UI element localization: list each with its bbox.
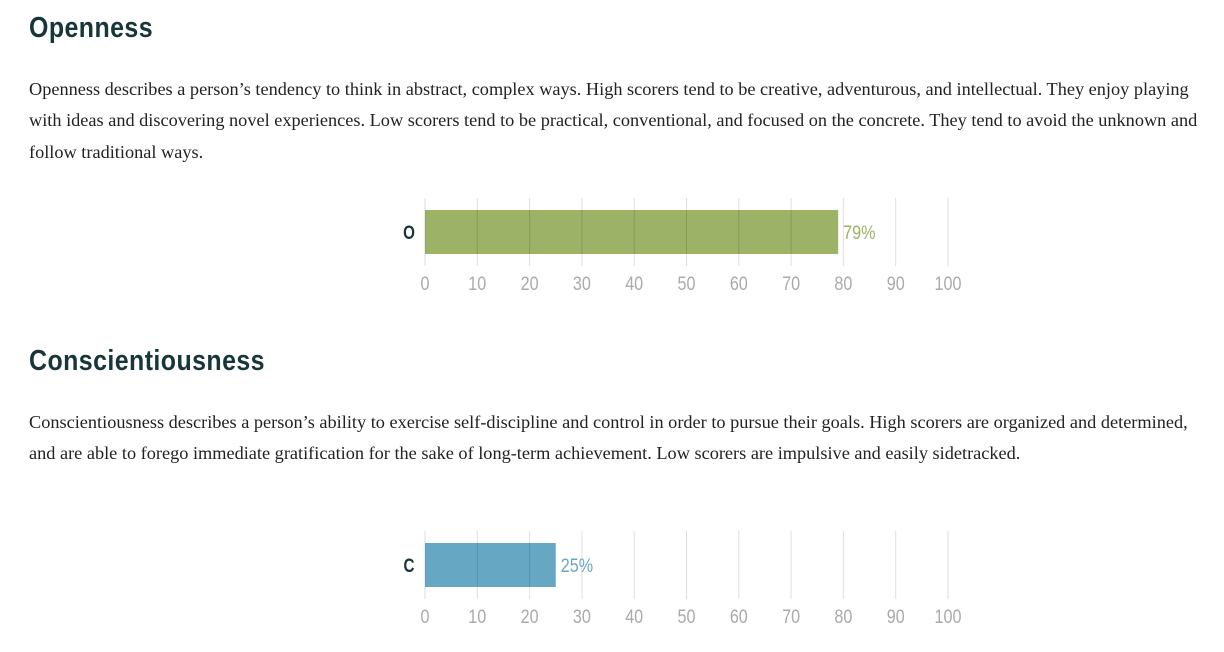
- tick-label: 100: [935, 273, 962, 295]
- tick-label: 40: [625, 273, 643, 295]
- tick-label: 0: [421, 606, 430, 628]
- tick-label: 10: [468, 273, 486, 295]
- tick-label: 50: [678, 606, 696, 628]
- tick-label: 30: [573, 273, 591, 295]
- tick-label: 30: [573, 606, 591, 628]
- section-heading: Conscientiousness: [29, 345, 265, 377]
- tick-label: 60: [730, 273, 748, 295]
- tick-label: 80: [834, 606, 852, 628]
- tick-label: 90: [887, 273, 905, 295]
- tick-label: 100: [935, 606, 962, 628]
- category-label: O: [403, 221, 415, 243]
- tick-label: 40: [625, 606, 643, 628]
- section-heading: Openness: [29, 12, 154, 44]
- value-label: 25%: [561, 555, 594, 577]
- conscientiousness-chart: 25% C 0 10 20 30 40 50 60 70 80 90 100: [359, 528, 979, 638]
- tick-label: 90: [887, 606, 905, 628]
- value-label: 79%: [843, 222, 876, 244]
- tick-label: 10: [468, 606, 486, 628]
- section-description: Openness describes a person’s tendency t…: [29, 79, 1198, 162]
- tick-label: 20: [521, 606, 539, 628]
- tick-label: 80: [834, 273, 852, 295]
- tick-label: 70: [782, 606, 800, 628]
- bar-chart: 79% O 0 10 20 30 40 50 60 70 80 90 100: [403, 198, 962, 295]
- bar: [425, 210, 839, 254]
- tick-label: 0: [421, 273, 430, 295]
- tick-label: 50: [678, 273, 696, 295]
- category-label: C: [404, 554, 415, 576]
- tick-label: 60: [730, 606, 748, 628]
- bar-chart: 25% C 0 10 20 30 40 50 60 70 80 90 100: [404, 531, 962, 628]
- section-description: Conscientiousness describes a person’s a…: [29, 412, 1188, 464]
- tick-label: 20: [521, 273, 539, 295]
- openness-chart: 79% O 0 10 20 30 40 50 60 70 80 90 100: [359, 195, 979, 305]
- tick-label: 70: [782, 273, 800, 295]
- bar: [425, 543, 556, 587]
